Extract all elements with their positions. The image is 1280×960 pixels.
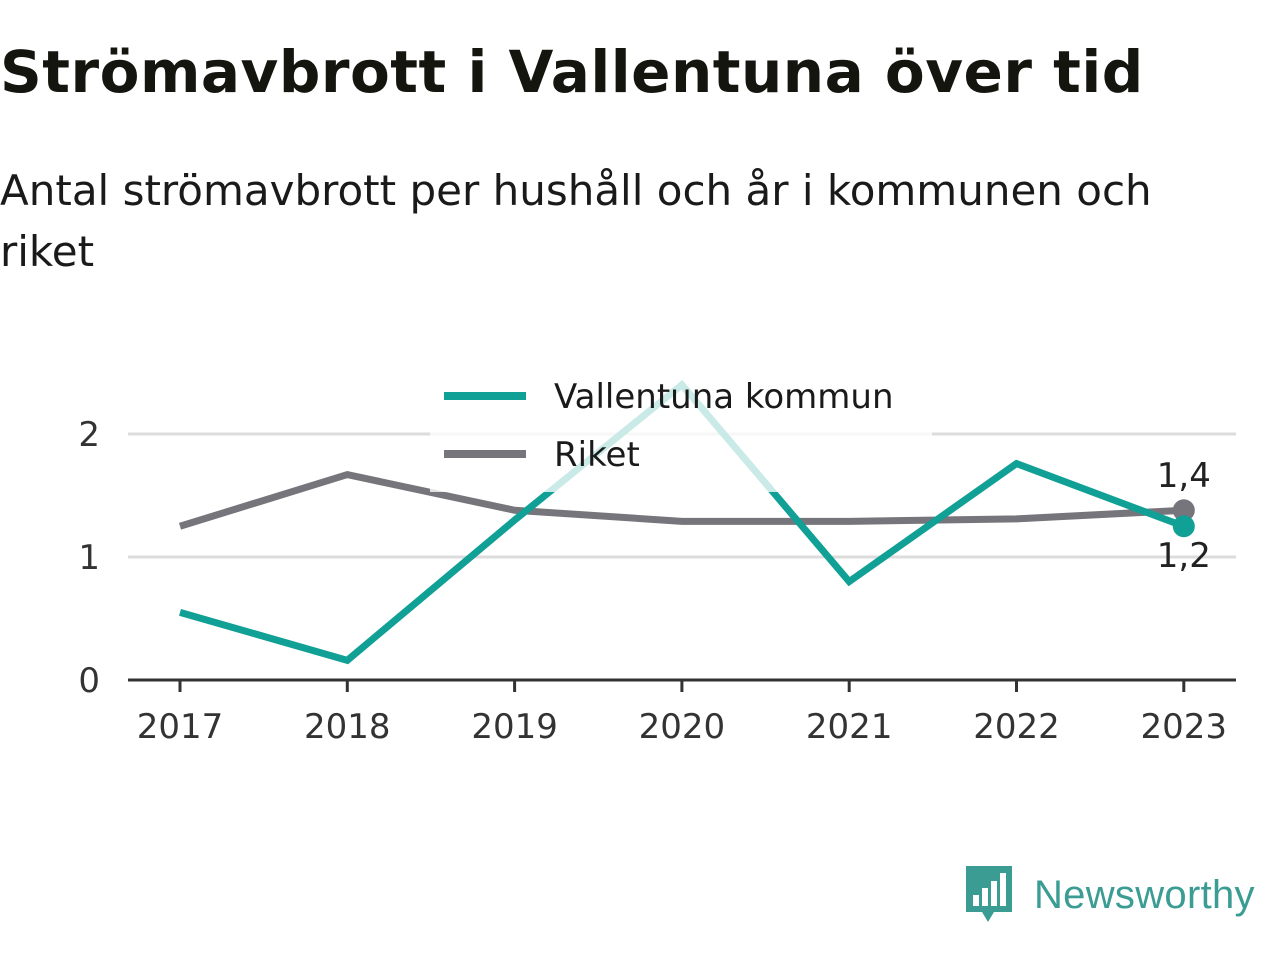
y-tick-label: 1: [78, 538, 100, 578]
legend: Vallentuna kommun Riket: [430, 374, 932, 492]
chart-title: Strömavbrott i Vallentuna över tid: [0, 38, 1144, 106]
newsworthy-logo-icon: [966, 866, 1012, 922]
end-label-vallentuna: 1,2: [1157, 536, 1211, 576]
x-tick-label: 2021: [806, 707, 893, 747]
chart-subtitle: Antal strömavbrott per hushåll och år i …: [0, 166, 1152, 276]
end-point-vallentuna: [1172, 515, 1195, 538]
end-label-riket: 1,4: [1157, 456, 1211, 496]
x-tick-label: 2019: [471, 707, 558, 747]
x-tick-label: 2020: [639, 707, 726, 747]
x-axis-ticks: 2017 2018 2019 2020 2021 2022 2023: [137, 680, 1227, 747]
legend-label: Vallentuna kommun: [554, 377, 894, 417]
brand-name: Newsworthy: [1034, 872, 1255, 917]
end-point-riket: [1172, 499, 1195, 522]
x-tick-label: 2022: [973, 707, 1060, 747]
y-tick-label: 2: [78, 415, 100, 455]
legend-label: Riket: [554, 435, 640, 475]
y-axis-ticks: 0 1 2: [78, 415, 100, 701]
x-tick-label: 2023: [1141, 707, 1228, 747]
end-labels: 1,4 1,2: [1157, 456, 1211, 576]
series-line-riket: [178, 470, 1184, 530]
x-tick-label: 2018: [304, 707, 391, 747]
x-tick-label: 2017: [137, 707, 224, 747]
brand-logo: Newsworthy: [964, 864, 1255, 926]
y-tick-label: 0: [78, 661, 100, 701]
